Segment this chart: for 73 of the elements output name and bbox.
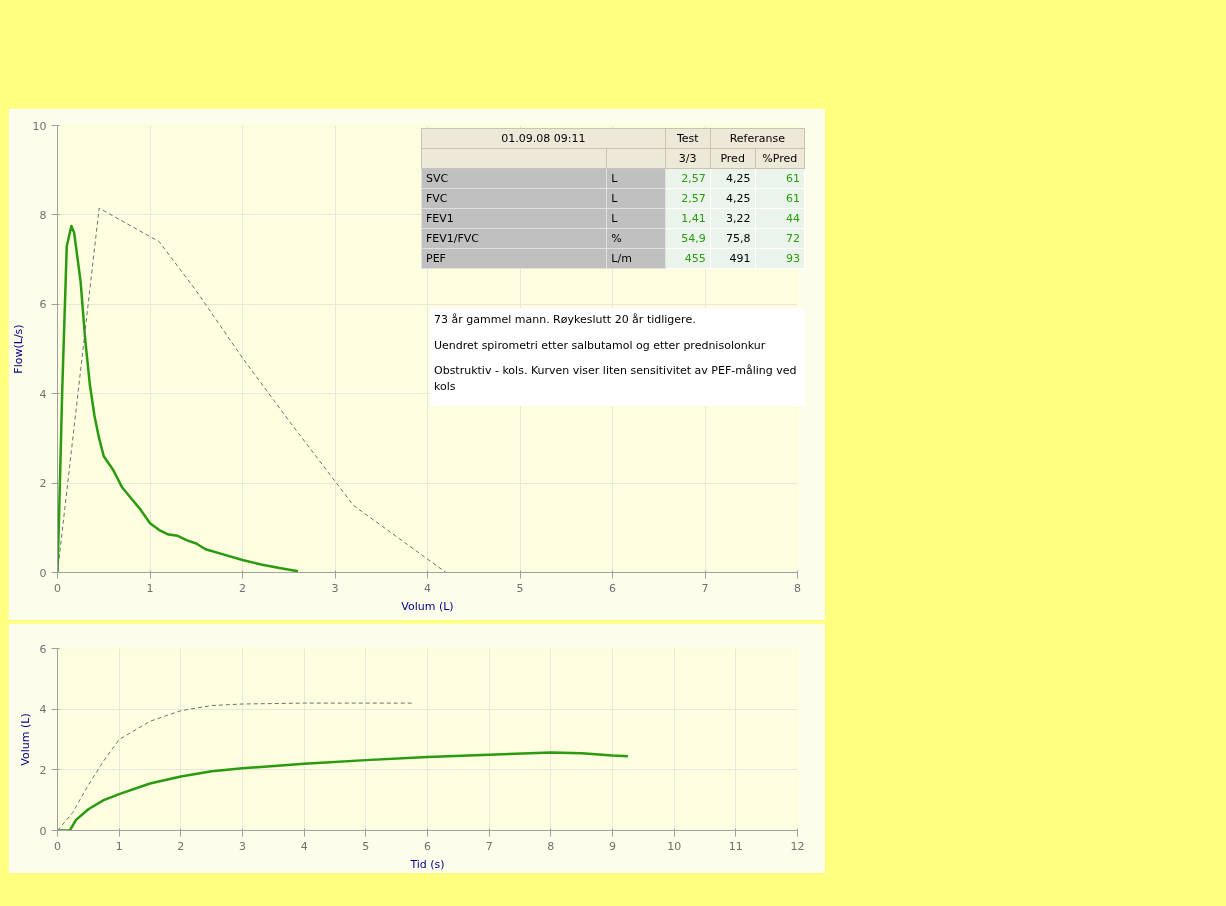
y-tick-label: 2 <box>39 477 47 491</box>
category-label: %Pred <box>755 148 805 169</box>
x-tick-label: 12 <box>790 839 805 853</box>
y-axis-title: Volum (L) <box>18 713 32 766</box>
x-tick-label: 2 <box>239 581 246 595</box>
category-label: FVC <box>426 191 448 205</box>
x-axis-title: Volum (L) <box>401 599 454 613</box>
category-label: SVC <box>426 171 449 185</box>
x-tick-label: 9 <box>609 839 616 853</box>
annotation: Test <box>665 128 711 149</box>
category-label: PEF <box>426 251 446 265</box>
y-tick-label: 0 <box>39 824 47 838</box>
line-series <box>57 224 300 573</box>
text: 2,57 <box>681 191 706 205</box>
text: L/m <box>611 251 632 265</box>
category-label: FEV1 <box>426 211 454 225</box>
x-tick-label: 10 <box>667 839 682 853</box>
x-tick-label: 3 <box>331 581 339 595</box>
x-tick-label: 7 <box>485 839 493 853</box>
x-tick-label: 0 <box>54 839 61 853</box>
text: 61 <box>786 191 800 205</box>
category-label: FEV1/FVC <box>426 231 480 245</box>
x-tick-label: 8 <box>547 839 555 853</box>
y-tick-label: 4 <box>39 703 47 717</box>
x-tick-label: 6 <box>424 839 431 853</box>
x-axis-title: Tid (s) <box>409 857 445 871</box>
y-tick-label: 6 <box>39 298 47 312</box>
x-tick-label: 4 <box>424 581 431 595</box>
x-tick-label: 0 <box>54 581 61 595</box>
x-tick-label: 11 <box>728 839 743 853</box>
line-series <box>57 702 413 831</box>
line-series <box>57 751 630 831</box>
annotation: Referanse <box>710 128 805 149</box>
x-tick-label: 8 <box>794 581 801 595</box>
x-tick-label: 6 <box>609 581 616 595</box>
x-tick-label: 1 <box>115 839 123 853</box>
category-label: Pred <box>710 148 756 169</box>
x-tick-label: 4 <box>300 839 308 853</box>
category-label: 3/3 <box>665 148 711 169</box>
y-tick-label: 10 <box>32 119 47 133</box>
x-tick-label: 5 <box>362 839 370 853</box>
x-tick-label: 3 <box>239 839 246 853</box>
text: L <box>611 211 618 225</box>
x-tick-label: 1 <box>146 581 154 595</box>
annotation: 73 år gammel mann. Røykeslutt 20 år tidligere. <box>434 312 697 328</box>
annotation: Obstruktiv - kols. Kurven viser liten sensitivitet av PEF-måling ved kols <box>434 363 798 395</box>
text: 4,25 <box>726 191 751 205</box>
text: 61 <box>786 171 800 185</box>
chart-title: 01.09.08 09:11 <box>501 131 586 145</box>
x-tick-label: 2 <box>177 839 185 853</box>
text: 3,22 <box>726 211 751 225</box>
x-tick-label: 7 <box>701 581 709 595</box>
y-axis-title: Flow(L/s) <box>11 324 25 374</box>
text: 491 <box>729 251 751 265</box>
x-tick-label: 5 <box>516 581 524 595</box>
text: L <box>611 191 618 205</box>
y-tick-label: 4 <box>39 387 47 401</box>
text: 72 <box>786 231 800 245</box>
text: 44 <box>786 211 800 225</box>
text: 93 <box>786 251 800 265</box>
text: 2,57 <box>681 171 706 185</box>
annotation: Uendret spirometri etter salbutamol og etter prednisolonkur <box>434 337 767 354</box>
text: 75,8 <box>726 231 751 245</box>
y-tick-label: 6 <box>39 642 47 656</box>
y-tick-label: 2 <box>39 763 47 777</box>
text: 4,25 <box>726 171 751 185</box>
text: % <box>611 231 622 245</box>
y-tick-label: 0 <box>39 566 47 580</box>
y-tick-label: 8 <box>39 208 47 222</box>
text: 1,41 <box>681 211 706 225</box>
text: 455 <box>684 251 706 265</box>
text: L <box>611 171 618 185</box>
text: 54,9 <box>681 231 706 245</box>
